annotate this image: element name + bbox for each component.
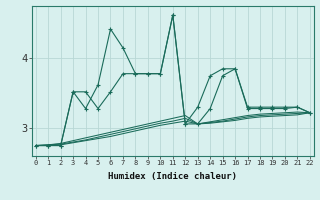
- X-axis label: Humidex (Indice chaleur): Humidex (Indice chaleur): [108, 172, 237, 181]
